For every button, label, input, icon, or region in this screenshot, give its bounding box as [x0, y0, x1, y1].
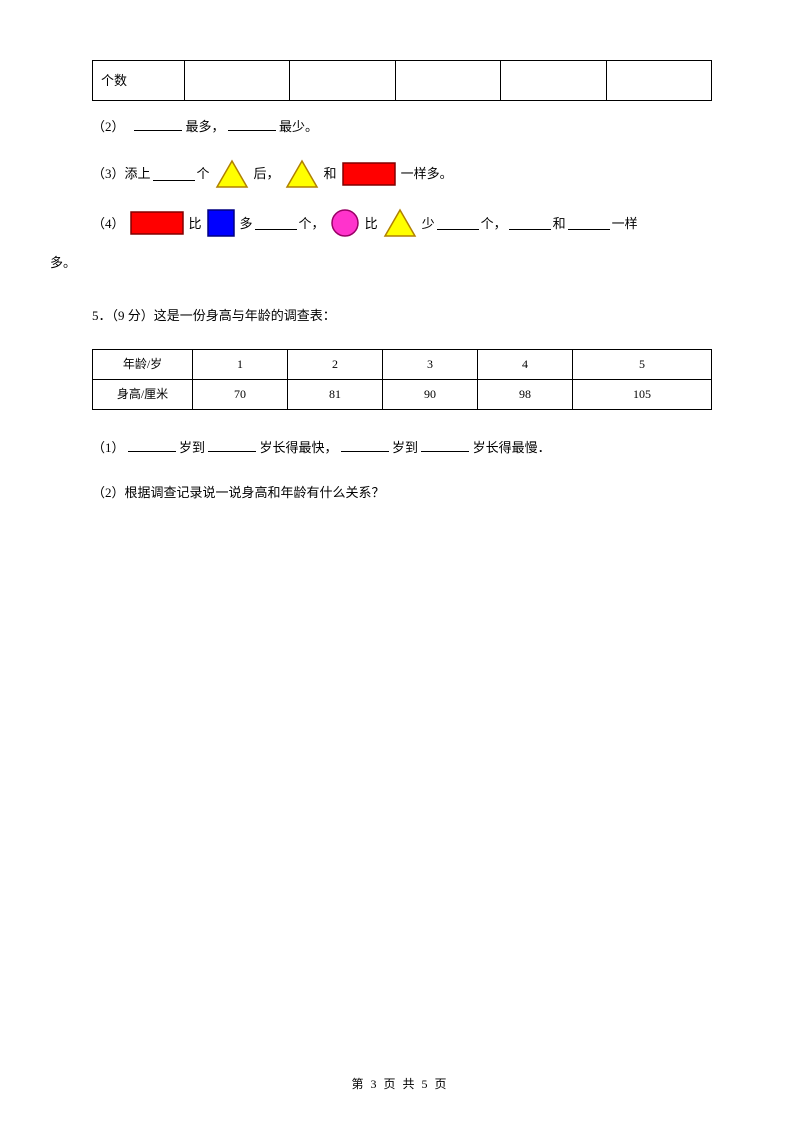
q2-text: 最少。: [279, 119, 318, 134]
blank: [341, 438, 389, 452]
blank: [228, 117, 276, 131]
blank: [128, 438, 176, 452]
age-cell: 4: [478, 350, 573, 380]
age-cell: 1: [193, 350, 288, 380]
q4-tail-row: 多。: [50, 247, 730, 278]
blank: [509, 216, 551, 230]
q3-prefix: （3）添上: [92, 158, 151, 189]
height-cell: 105: [573, 380, 712, 410]
triangle-icon: [285, 159, 319, 189]
q5-1-text: 岁到: [392, 440, 418, 455]
height-cell: 90: [383, 380, 478, 410]
q3-text: 个: [197, 158, 210, 189]
q4-text: 比: [189, 208, 202, 239]
q5-1-text: 岁长得最慢．: [473, 440, 551, 455]
q4-tail: 多。: [50, 255, 76, 270]
blank: [153, 167, 195, 181]
q4-text: 和: [553, 208, 566, 239]
rectangle-red-icon: [342, 162, 396, 186]
blank: [437, 216, 479, 230]
q5-2-text: （2）根据调查记录说一说身高和年龄有什么关系？: [92, 485, 385, 500]
q4-text: 比: [365, 208, 378, 239]
triangle-icon: [215, 159, 249, 189]
blank: [134, 117, 182, 131]
page-content: 个数 （2） 最多， 最少。 （3）添上 个 后， 和 一样多。 （4） 比 多…: [70, 60, 730, 509]
q5-1-text: 岁到: [179, 440, 205, 455]
q5-header-text: 5．（9 分）这是一份身高与年龄的调查表：: [92, 308, 336, 323]
circle-pink-icon: [330, 208, 360, 238]
table-row: 年龄/岁 1 2 3 4 5: [93, 350, 712, 380]
question-5-header: 5．（9 分）这是一份身高与年龄的调查表：: [92, 300, 730, 331]
question-3: （3）添上 个 后， 和 一样多。: [92, 158, 730, 189]
question-4: （4） 比 多 个， 比 少 个， 和 一样: [92, 208, 730, 239]
age-label: 年龄/岁: [93, 350, 193, 380]
count-cell: [501, 61, 606, 101]
q3-text: 一样多。: [401, 158, 453, 189]
age-cell: 3: [383, 350, 478, 380]
age-height-table: 年龄/岁 1 2 3 4 5 身高/厘米 70 81 90 98 105: [92, 349, 712, 410]
q4-text: 多: [240, 208, 253, 239]
height-cell: 81: [288, 380, 383, 410]
count-cell: [185, 61, 290, 101]
q4-prefix: （4）: [92, 208, 125, 239]
blank: [421, 438, 469, 452]
count-cell: [606, 61, 711, 101]
count-cell: [395, 61, 500, 101]
table-row: 身高/厘米 70 81 90 98 105: [93, 380, 712, 410]
count-table: 个数: [92, 60, 712, 101]
blank: [568, 216, 610, 230]
question-2: （2） 最多， 最少。: [92, 111, 730, 142]
q3-text: 后，: [254, 158, 280, 189]
q2-prefix: （2）: [92, 119, 125, 134]
q5-1-text: 岁长得最快，: [260, 440, 338, 455]
blank: [208, 438, 256, 452]
q4-text: 一样: [612, 208, 638, 239]
question-5-1: （1） 岁到 岁长得最快， 岁到 岁长得最慢．: [92, 432, 730, 463]
height-cell: 70: [193, 380, 288, 410]
q4-text: 个，: [481, 208, 507, 239]
count-cell: [290, 61, 395, 101]
square-blue-icon: [207, 209, 235, 237]
q4-text: 个，: [299, 208, 325, 239]
question-5-2: （2）根据调查记录说一说身高和年龄有什么关系？: [92, 477, 730, 508]
height-label: 身高/厘米: [93, 380, 193, 410]
q3-text: 和: [324, 158, 337, 189]
page-footer: 第 3 页 共 5 页: [0, 1075, 800, 1092]
height-cell: 98: [478, 380, 573, 410]
age-cell: 5: [573, 350, 712, 380]
age-cell: 2: [288, 350, 383, 380]
triangle-icon: [383, 208, 417, 238]
rectangle-red-icon: [130, 211, 184, 235]
q2-text: 最多，: [186, 119, 225, 134]
blank: [255, 216, 297, 230]
q5-1-prefix: （1）: [92, 440, 125, 455]
count-table-label: 个数: [93, 61, 185, 101]
q4-text: 少: [422, 208, 435, 239]
